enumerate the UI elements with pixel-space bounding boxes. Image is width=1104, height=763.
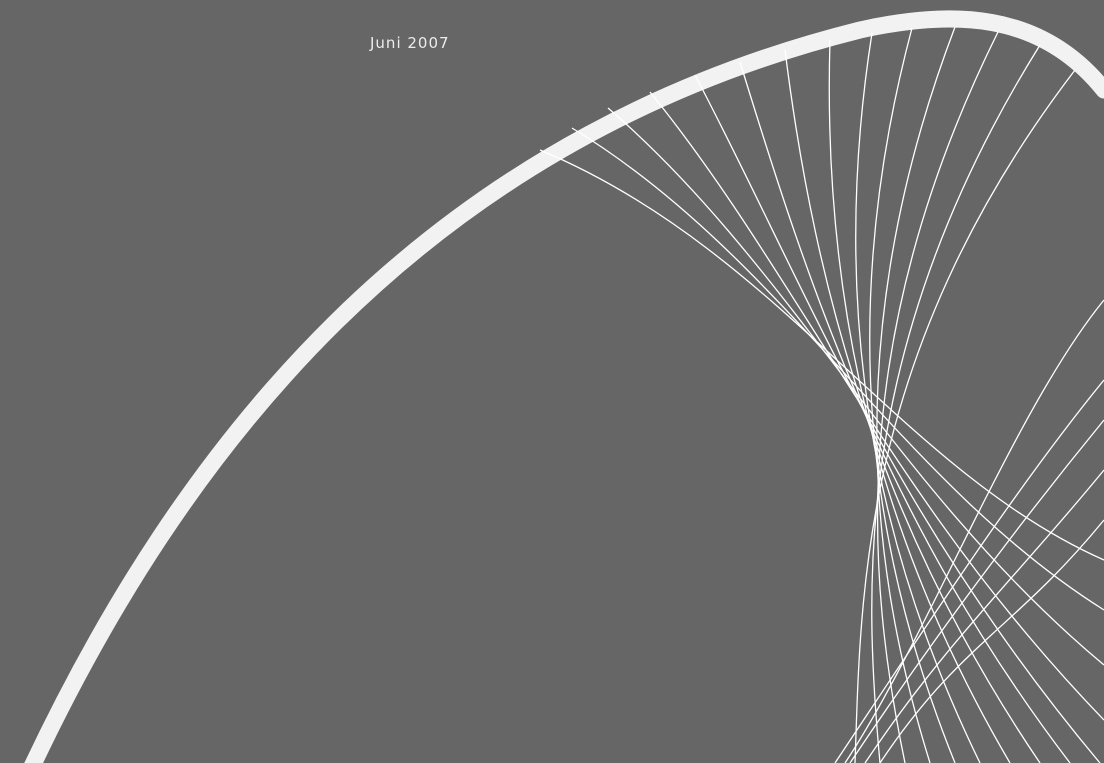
string-line <box>876 26 956 763</box>
string-line <box>864 469 1104 763</box>
string-line <box>844 299 1104 763</box>
publication-date: Juni 2007 <box>370 34 450 52</box>
string-line <box>694 74 1101 763</box>
string-line <box>879 519 1104 763</box>
string-line <box>784 49 1041 763</box>
string-line <box>739 61 1071 763</box>
string-line <box>869 27 956 763</box>
string-line <box>871 44 1041 763</box>
thick-arc-ring-icon <box>24 10 1104 763</box>
string-art-curve-lines-icon <box>539 26 1104 763</box>
string-line <box>849 419 1104 763</box>
string-line <box>876 31 999 763</box>
string-line <box>607 107 1104 666</box>
string-line <box>828 39 1011 763</box>
string-line <box>855 32 981 763</box>
string-line <box>834 379 1104 763</box>
string-line <box>649 91 1104 721</box>
string-line <box>854 69 1076 763</box>
string-line <box>539 149 1104 561</box>
string-line <box>571 127 1104 611</box>
